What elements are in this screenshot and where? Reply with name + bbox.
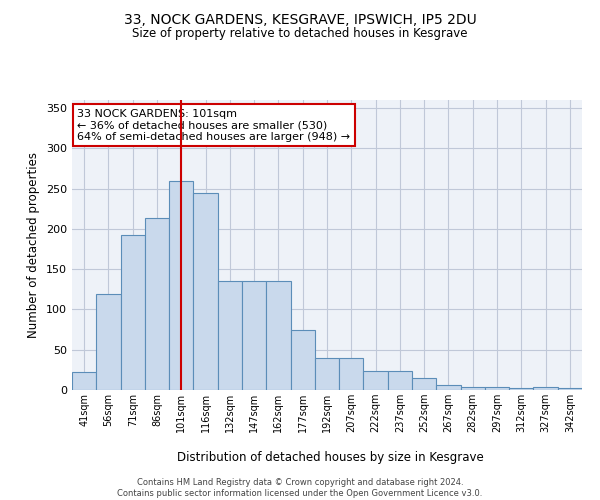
Bar: [218, 281, 242, 390]
Bar: [121, 234, 145, 390]
Bar: [145, 218, 169, 390]
Bar: [72, 372, 96, 390]
Bar: [266, 281, 290, 390]
Bar: [169, 180, 193, 390]
Bar: [436, 385, 461, 390]
Bar: [461, 387, 485, 390]
Bar: [412, 378, 436, 390]
Text: 33, NOCK GARDENS, KESGRAVE, IPSWICH, IP5 2DU: 33, NOCK GARDENS, KESGRAVE, IPSWICH, IP5…: [124, 12, 476, 26]
Bar: [509, 388, 533, 390]
Bar: [339, 358, 364, 390]
Bar: [388, 372, 412, 390]
Y-axis label: Number of detached properties: Number of detached properties: [28, 152, 40, 338]
Text: Contains HM Land Registry data © Crown copyright and database right 2024.
Contai: Contains HM Land Registry data © Crown c…: [118, 478, 482, 498]
Text: 33 NOCK GARDENS: 101sqm
← 36% of detached houses are smaller (530)
64% of semi-d: 33 NOCK GARDENS: 101sqm ← 36% of detache…: [77, 108, 350, 142]
Bar: [290, 330, 315, 390]
Text: Size of property relative to detached houses in Kesgrave: Size of property relative to detached ho…: [132, 28, 468, 40]
Bar: [315, 358, 339, 390]
Bar: [193, 192, 218, 390]
Bar: [558, 388, 582, 390]
Text: Distribution of detached houses by size in Kesgrave: Distribution of detached houses by size …: [176, 451, 484, 464]
Bar: [485, 387, 509, 390]
Bar: [533, 387, 558, 390]
Bar: [96, 294, 121, 390]
Bar: [242, 281, 266, 390]
Bar: [364, 372, 388, 390]
